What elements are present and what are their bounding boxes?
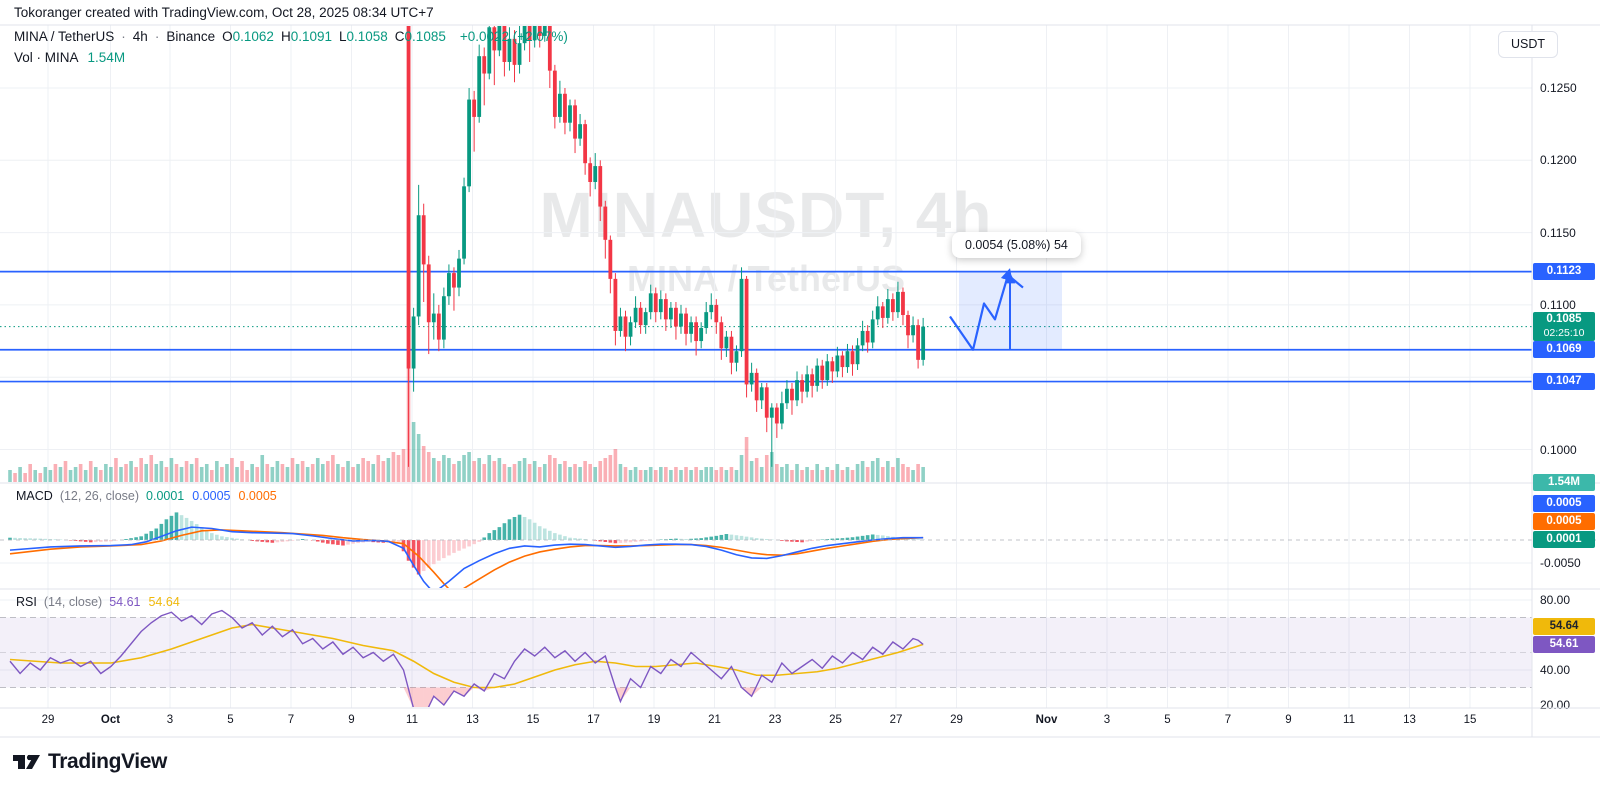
current-price-chip: 0.1085 02:25:10 [1533, 312, 1595, 342]
date-axis-label: 19 [647, 714, 661, 726]
projection [949, 268, 1062, 351]
level-price-chip: 0.1047 [1533, 373, 1595, 391]
date-axis-label: 7 [1224, 714, 1232, 726]
rsi-values: 54.61 54.64 [109, 595, 188, 609]
macd-value-chip: 0.0005 [1533, 513, 1595, 531]
date-axis-label: 13 [1403, 714, 1416, 726]
price-axis[interactable] [1532, 25, 1600, 708]
date-axis-label: Nov [1035, 714, 1058, 726]
macd-axis-tick: -0.0050 [1540, 556, 1581, 570]
ohlc-item: L0.1058 [338, 29, 388, 44]
volume-header: Vol · MINA 1.54M [14, 50, 125, 65]
rsi-title: RSI [16, 595, 37, 609]
macd-values: 0.0001 0.0005 0.0005 [146, 489, 285, 503]
price-axis-tick: 0.1100 [1540, 297, 1576, 312]
tradingview-logo-text: TradingView [48, 750, 167, 773]
date-axis-label: 7 [287, 714, 295, 726]
level-lines [0, 270, 1532, 383]
symbol-name: MINA / TetherUS [14, 29, 115, 44]
ohlc-item: O0.1062 [222, 29, 274, 44]
date-axis-label: 3 [1103, 714, 1111, 726]
separator-dot: · [121, 29, 126, 44]
ohlc-item: H0.1091 [280, 29, 332, 44]
volume-value-chip: 1.54M [1533, 473, 1595, 491]
pane-separators [0, 24, 1600, 738]
separator-dot: · [154, 29, 160, 44]
rsi-axis-tick: 40.00 [1540, 663, 1571, 677]
currency-toggle-button[interactable]: USDT [1498, 31, 1558, 58]
macd-params: (12, 26, close) [59, 489, 140, 503]
macd-title: MACD [16, 489, 53, 503]
volume-value: 1.54M [87, 50, 126, 65]
attribution-text: Tokoranger created with TradingView.com,… [14, 5, 434, 20]
indicator-value: 0.0005 [192, 489, 231, 503]
change-value: +0.0022 (+2.07%) [459, 29, 568, 44]
volume-bars [8, 161, 925, 482]
rsi-params: (14, close) [43, 595, 103, 609]
date-axis-label: 29 [950, 714, 963, 726]
indicator-value: 0.0001 [146, 489, 185, 503]
date-axis-label: 29 [41, 714, 55, 726]
date-axis-label: 3 [166, 714, 174, 726]
level-price-chip: 0.1123 [1533, 263, 1595, 281]
macd-value-chip: 0.0005 [1533, 495, 1595, 513]
date-axis-label: 5 [1164, 714, 1171, 726]
date-axis-label: 15 [1463, 714, 1477, 726]
volume-label: Vol · MINA [14, 50, 78, 65]
price-axis-tick: 0.1000 [1540, 442, 1577, 457]
candles [406, 26, 926, 467]
rsi-header: RSI (14, close) 54.61 54.64 [16, 595, 188, 609]
date-axis-label: 11 [1343, 714, 1355, 726]
projection-tooltip: 0.0054 (5.08%) 54 [952, 232, 1081, 258]
date-axis-label: 13 [466, 714, 479, 726]
countdown-timer: 02:25:10 [1543, 327, 1585, 340]
date-axis-label: 17 [587, 714, 600, 726]
date-axis-label: 11 [406, 714, 418, 726]
date-axis-label: 9 [348, 714, 355, 726]
date-axis-label: 9 [1285, 714, 1292, 726]
ohlc-item: C0.1085 [394, 29, 446, 44]
macd-header: MACD (12, 26, close) 0.0001 0.0005 0.0005 [16, 489, 285, 503]
interval-label: 4h [132, 29, 148, 44]
level-price-chip: 0.1069 [1533, 341, 1595, 359]
date-axis-label: Oct [100, 714, 121, 726]
price-axis-tick: 0.1150 [1540, 225, 1576, 240]
date-axis-label: 21 [708, 714, 721, 726]
symbol-header: MINA / TetherUS · 4h · Binance O0.1062 H0… [14, 29, 568, 44]
rsi-axis-tick: 80.00 [1540, 593, 1571, 607]
date-axis-label: 23 [768, 714, 782, 726]
indicator-value: 0.0005 [238, 489, 277, 503]
tradingview-logo[interactable]: TradingView [12, 750, 167, 774]
macd-value-chip: 0.0001 [1533, 531, 1595, 549]
price-axis-tick: 0.1250 [1540, 81, 1577, 95]
ohlc-values: O0.1062 H0.1091 L0.1058 C0.1085 [222, 29, 453, 44]
indicator-value: 54.64 [148, 595, 180, 609]
exchange-label: Binance [166, 29, 216, 44]
date-axis-label: 25 [829, 714, 842, 726]
date-axis-label: 15 [526, 714, 540, 726]
rsi-value-chip: 54.61 [1533, 635, 1595, 653]
rsi-value-chip: 54.64 [1533, 618, 1595, 636]
indicator-value: 54.61 [109, 595, 141, 609]
macd-pane [8, 512, 925, 588]
date-axis-label: 5 [227, 714, 234, 726]
date-axis-label: 27 [889, 714, 903, 726]
tradingview-logo-icon [13, 754, 40, 769]
gridlines [0, 25, 1532, 708]
price-axis-tick: 0.1200 [1540, 153, 1577, 168]
rsi-pane [9, 609, 924, 707]
